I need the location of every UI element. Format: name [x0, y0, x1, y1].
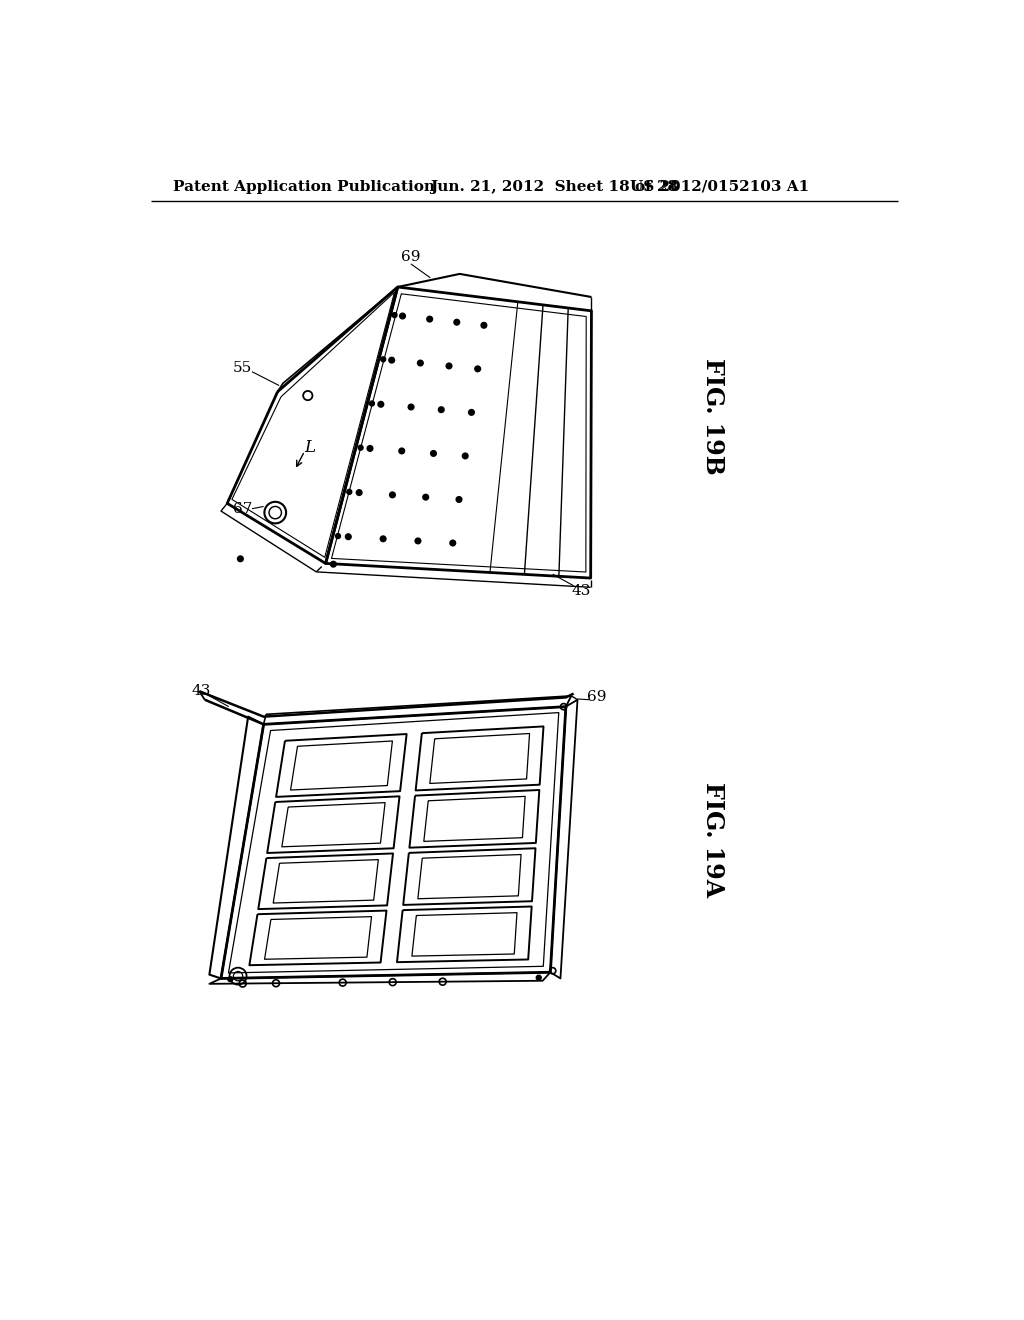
- Circle shape: [389, 358, 394, 363]
- Circle shape: [416, 539, 421, 544]
- Circle shape: [427, 317, 432, 322]
- Circle shape: [380, 536, 386, 541]
- Text: Jun. 21, 2012  Sheet 18 of 28: Jun. 21, 2012 Sheet 18 of 28: [430, 180, 678, 194]
- Circle shape: [423, 495, 428, 500]
- Circle shape: [431, 450, 436, 457]
- Circle shape: [537, 975, 541, 979]
- Circle shape: [358, 445, 362, 450]
- Text: 69: 69: [401, 249, 421, 264]
- Circle shape: [347, 490, 351, 494]
- Circle shape: [481, 322, 486, 327]
- Circle shape: [446, 363, 452, 368]
- Circle shape: [238, 556, 243, 561]
- Circle shape: [331, 561, 336, 566]
- Text: FIG. 19B: FIG. 19B: [701, 358, 725, 475]
- Circle shape: [463, 453, 468, 458]
- Circle shape: [399, 313, 406, 318]
- Circle shape: [475, 366, 480, 371]
- Circle shape: [345, 535, 351, 540]
- Circle shape: [399, 449, 404, 454]
- Text: FIG. 19A: FIG. 19A: [701, 783, 725, 898]
- Text: 69: 69: [587, 690, 606, 705]
- Circle shape: [469, 409, 474, 414]
- Circle shape: [438, 407, 444, 412]
- Circle shape: [418, 360, 423, 366]
- Circle shape: [392, 313, 397, 317]
- Text: US 2012/0152103 A1: US 2012/0152103 A1: [630, 180, 809, 194]
- Circle shape: [356, 490, 361, 495]
- Text: 43: 43: [571, 585, 591, 598]
- Text: 67: 67: [233, 502, 252, 516]
- Circle shape: [368, 446, 373, 451]
- Text: 43: 43: [191, 684, 211, 698]
- Text: 55: 55: [233, 360, 252, 375]
- Circle shape: [228, 977, 232, 982]
- Text: Patent Application Publication: Patent Application Publication: [173, 180, 435, 194]
- Circle shape: [336, 533, 340, 539]
- Circle shape: [454, 319, 460, 325]
- Text: L: L: [304, 438, 315, 455]
- Circle shape: [381, 356, 385, 362]
- Circle shape: [378, 401, 384, 407]
- Circle shape: [457, 496, 462, 502]
- Circle shape: [409, 404, 414, 409]
- Circle shape: [451, 540, 456, 545]
- Circle shape: [390, 492, 395, 498]
- Circle shape: [370, 401, 374, 405]
